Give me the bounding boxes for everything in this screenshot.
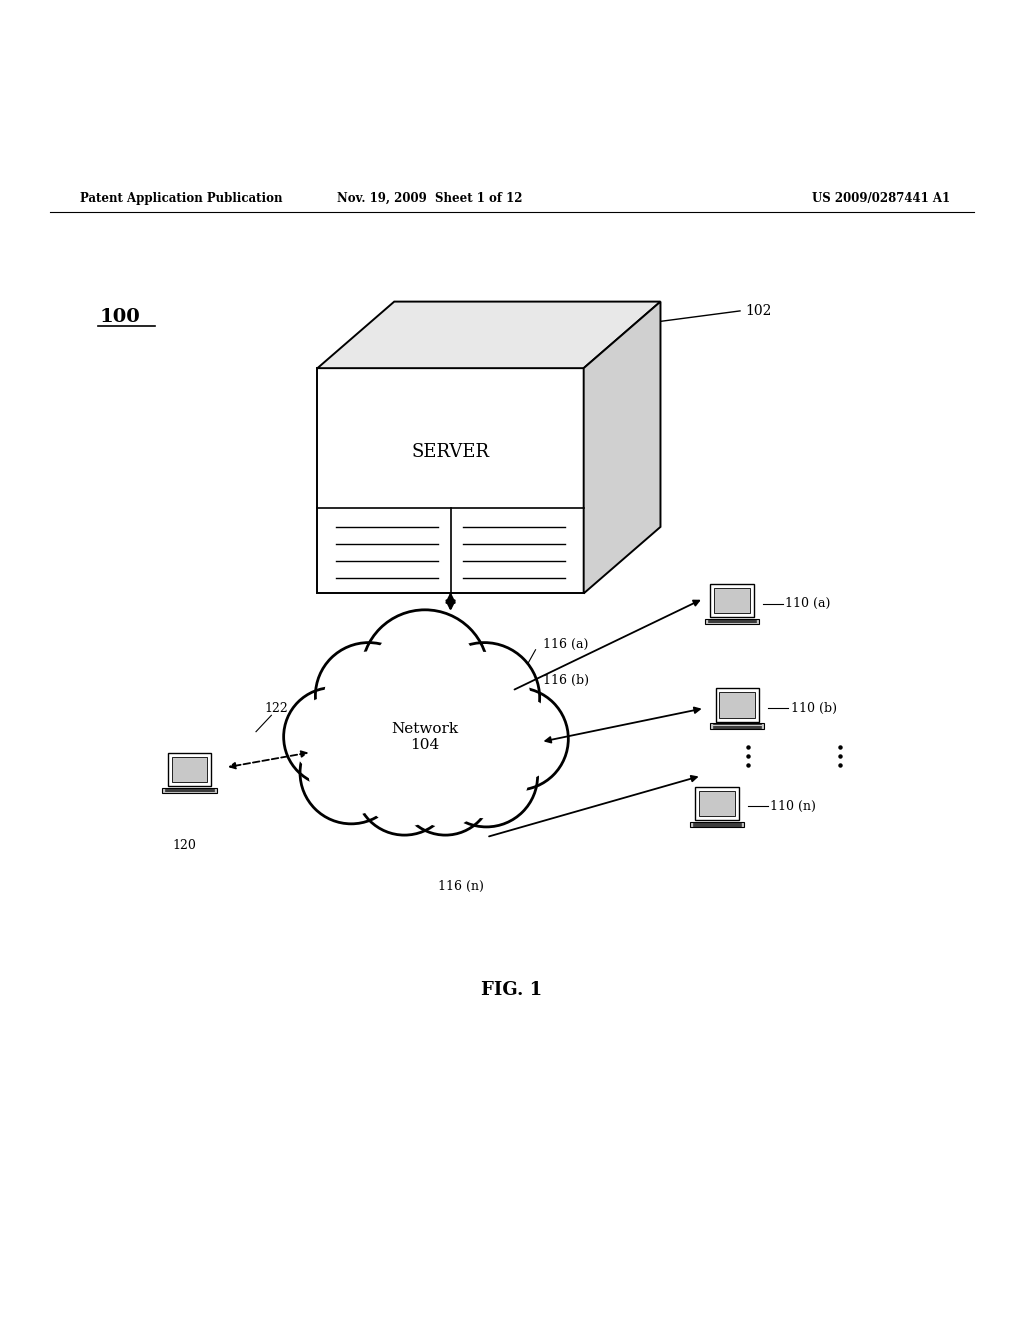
Text: 100: 100 xyxy=(100,309,140,326)
Bar xyxy=(716,689,759,722)
Text: Network
104: Network 104 xyxy=(391,722,459,752)
Circle shape xyxy=(315,643,422,748)
Polygon shape xyxy=(584,301,660,594)
Text: 112: 112 xyxy=(527,554,554,569)
Bar xyxy=(710,723,765,729)
Circle shape xyxy=(293,697,373,777)
Circle shape xyxy=(300,722,402,824)
Text: 116 (b): 116 (b) xyxy=(543,675,589,686)
Text: 116 (a): 116 (a) xyxy=(543,638,588,651)
Circle shape xyxy=(355,737,454,836)
Text: 122: 122 xyxy=(264,702,289,714)
Circle shape xyxy=(365,746,444,826)
Bar xyxy=(172,756,207,783)
Circle shape xyxy=(466,688,568,791)
Bar xyxy=(719,692,756,718)
Bar xyxy=(715,587,750,614)
Circle shape xyxy=(439,652,529,743)
Text: 110 (n): 110 (n) xyxy=(770,800,816,813)
Circle shape xyxy=(325,652,413,739)
Text: Patent Application Publication: Patent Application Publication xyxy=(80,191,283,205)
Text: FIG. 1: FIG. 1 xyxy=(481,981,543,999)
Circle shape xyxy=(309,731,393,814)
Circle shape xyxy=(429,643,540,754)
Text: 102: 102 xyxy=(745,304,771,318)
Circle shape xyxy=(373,622,477,726)
Circle shape xyxy=(398,741,493,836)
Bar xyxy=(162,788,217,793)
Circle shape xyxy=(361,678,487,805)
Text: Nov. 19, 2009  Sheet 1 of 12: Nov. 19, 2009 Sheet 1 of 12 xyxy=(337,191,522,205)
Circle shape xyxy=(407,750,484,826)
Circle shape xyxy=(444,734,528,817)
Bar xyxy=(168,752,211,787)
Circle shape xyxy=(350,667,500,817)
Bar xyxy=(705,619,760,624)
Polygon shape xyxy=(317,368,584,594)
Circle shape xyxy=(435,725,538,826)
Text: SERVER: SERVER xyxy=(412,442,489,461)
Bar xyxy=(695,787,738,820)
Text: 110 (b): 110 (b) xyxy=(791,702,837,714)
Text: 116 (n): 116 (n) xyxy=(438,880,483,894)
Text: 110 (a): 110 (a) xyxy=(785,597,830,610)
Bar xyxy=(689,821,744,828)
Polygon shape xyxy=(317,301,660,368)
Text: US 2009/0287441 A1: US 2009/0287441 A1 xyxy=(812,191,950,205)
Text: 120: 120 xyxy=(172,840,197,853)
Circle shape xyxy=(284,688,382,785)
Bar xyxy=(698,791,735,816)
Circle shape xyxy=(475,697,559,781)
Circle shape xyxy=(361,610,488,737)
Circle shape xyxy=(348,665,502,818)
Bar xyxy=(711,583,754,618)
